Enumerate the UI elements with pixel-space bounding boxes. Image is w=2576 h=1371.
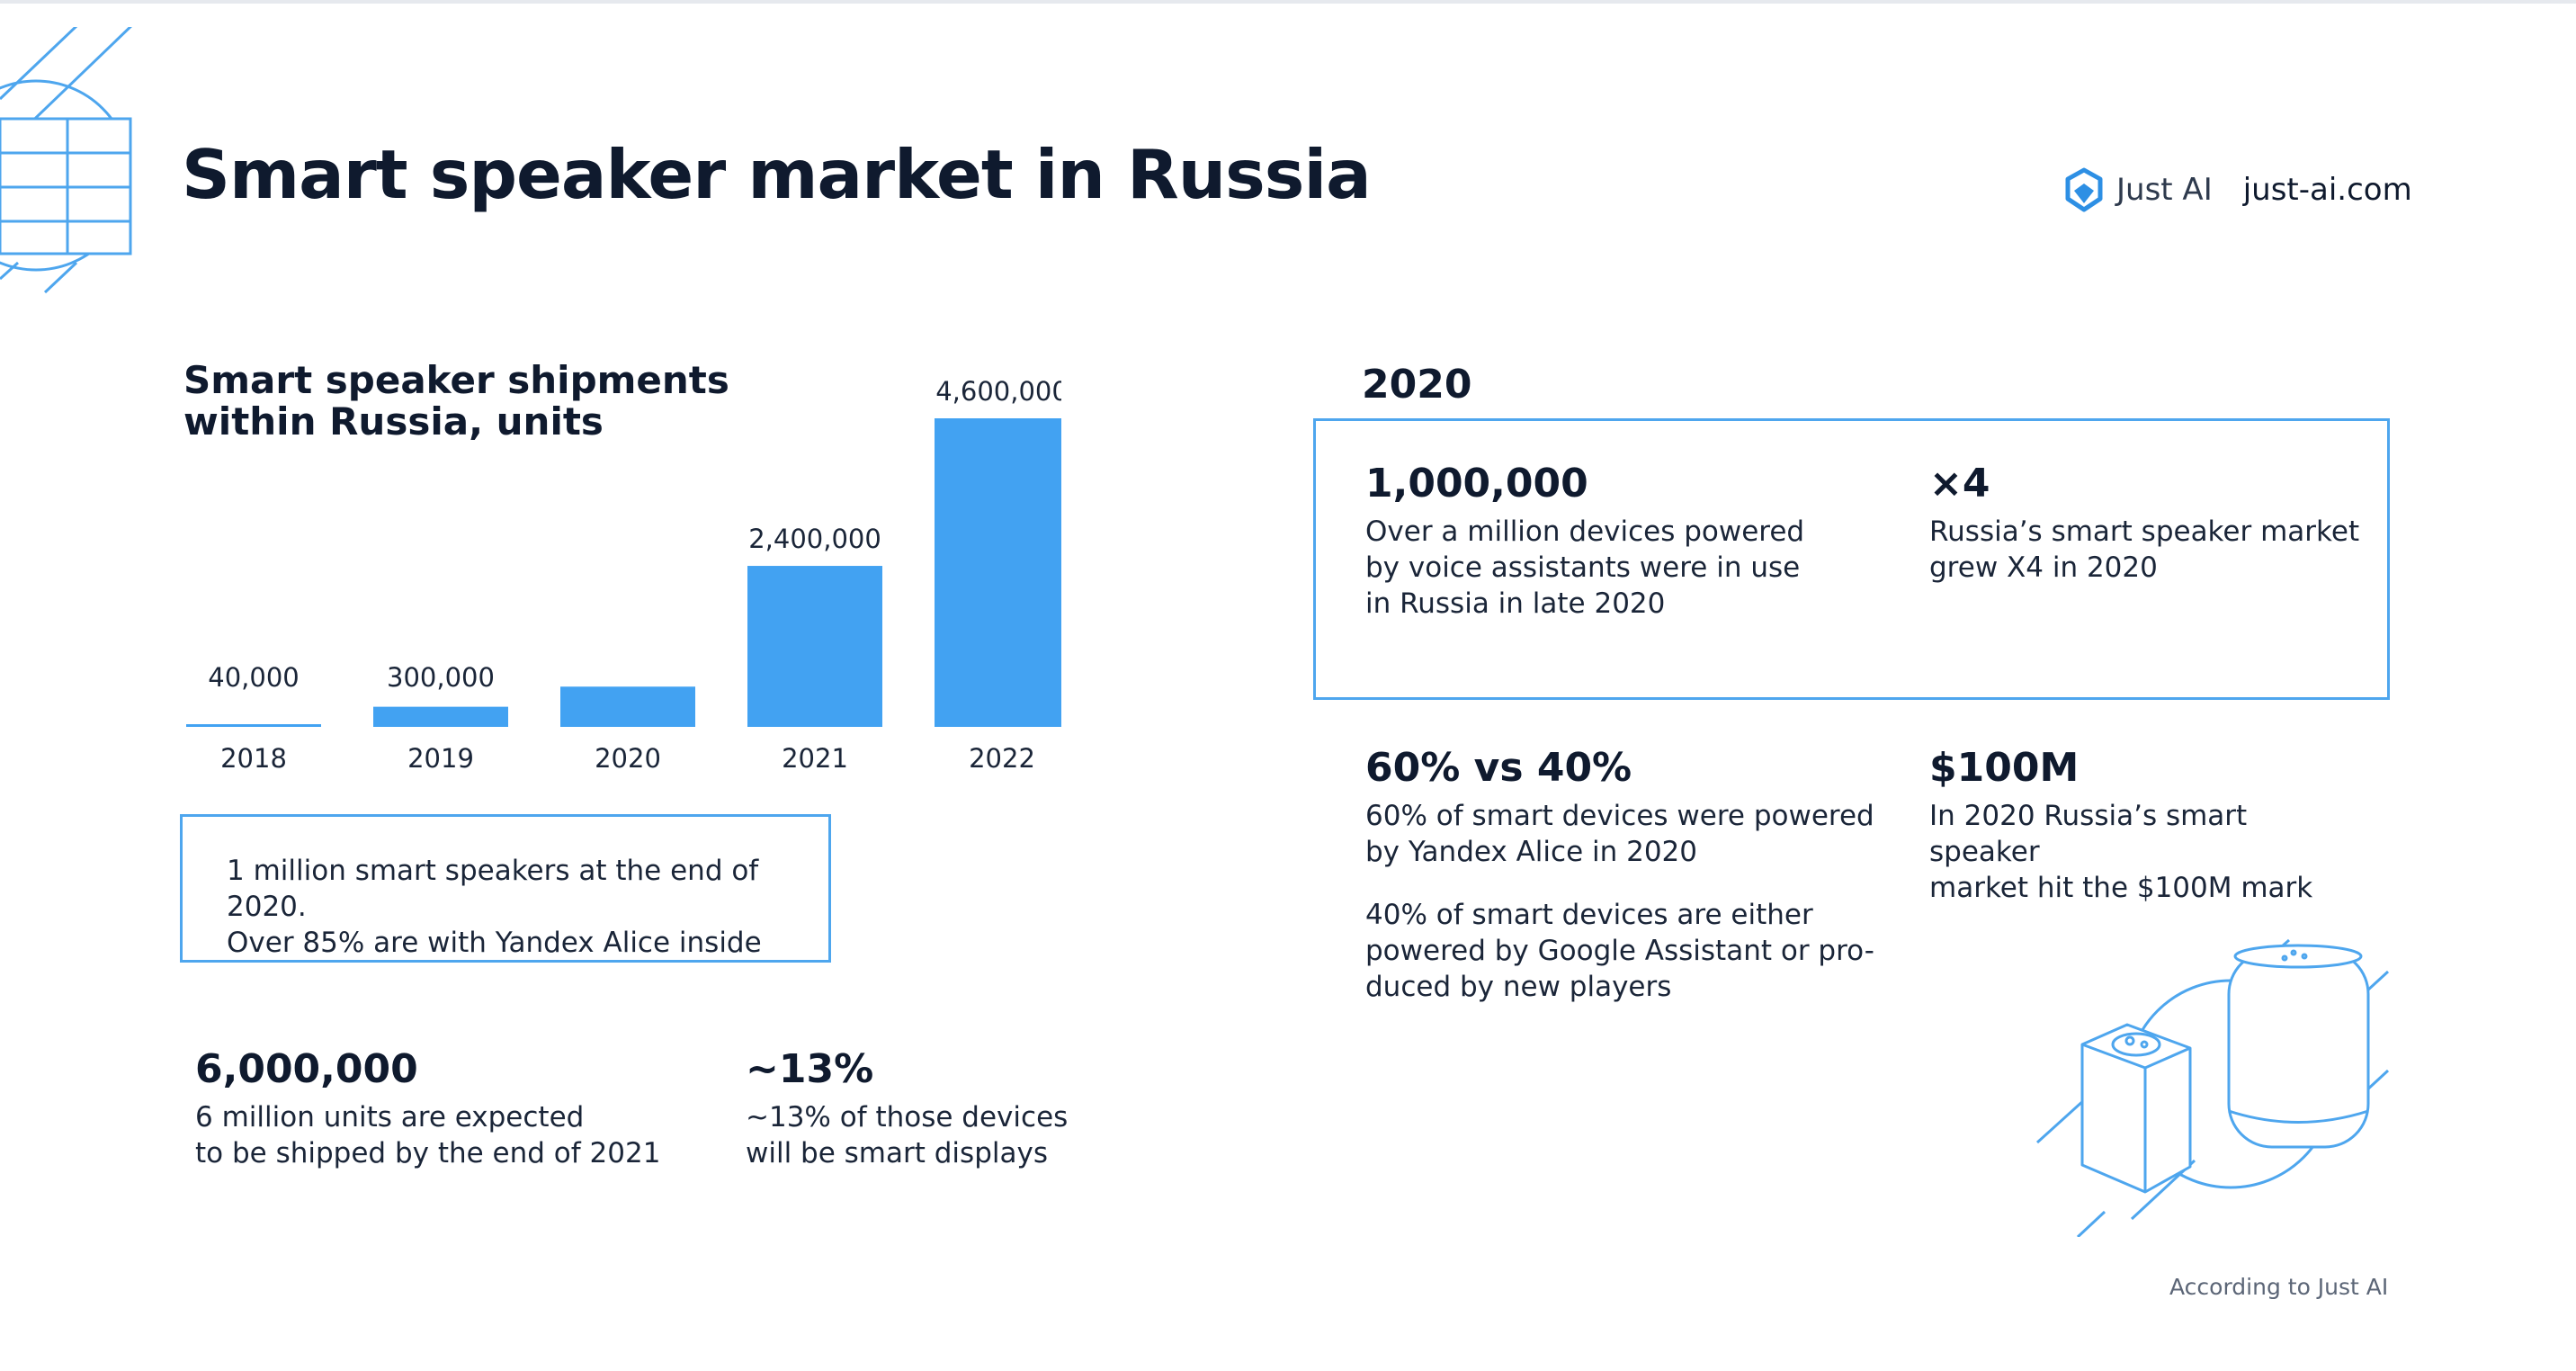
stat-line-3: in Russia in late 2020	[1365, 587, 1666, 620]
x-tick-label-2020: 2020	[595, 743, 661, 774]
note-text: 1 million smart speakers at the end of 2…	[227, 853, 802, 961]
bar-2020	[560, 686, 695, 727]
stat-line-4: powered by Google Assistant or pro-	[1365, 935, 1874, 967]
stat-value: $100M	[1929, 745, 2080, 791]
x-tick-label-2022: 2022	[969, 743, 1035, 774]
stat-line-2: market hit the $100M mark	[1929, 872, 2313, 904]
bar-value-label-2021: 2,400,000	[748, 524, 881, 554]
smart-speakers-illustration-icon	[2035, 938, 2390, 1237]
stat-line-2: to be shipped by the end of 2021	[195, 1137, 661, 1169]
stat-line-1: Over a million devices powered	[1365, 515, 1805, 548]
stat-line-3: 40% of smart devices are either	[1365, 899, 1813, 931]
shipments-bar-chart: 40,000 2018 300,000 2019 2020 2,400,000 2021 4,…	[186, 376, 1061, 774]
x-tick-label-2018: 2018	[220, 743, 287, 774]
brand[interactable]: Just AI just-ai.com	[2064, 166, 2412, 213]
stat-value: ×4	[1929, 461, 1990, 506]
stat-line-2: by voice assistants were in use	[1365, 551, 1801, 584]
page-title: Smart speaker market in Russia	[182, 135, 1372, 214]
decorative-lines-icon	[0, 27, 132, 294]
stat-assistant-share: 60% vs 40% 60% of smart devices were pow…	[1365, 745, 1905, 1005]
bar-2018	[186, 724, 321, 727]
chart-title: Smart speaker shipments within Russia, u…	[183, 358, 729, 444]
stat-line-1: 60% of smart devices were powered	[1365, 800, 1874, 832]
stat-value: 6,000,000	[195, 1046, 418, 1092]
stat-line-2: will be smart displays	[746, 1137, 1048, 1169]
note-line-1: 1 million smart speakers at the end of 2…	[227, 855, 759, 923]
stat-value: 60% vs 40%	[1365, 745, 1632, 791]
stat-value: ~13%	[746, 1046, 874, 1092]
bar-2022	[935, 418, 1061, 727]
source-footnote: According to Just AI	[2169, 1274, 2389, 1300]
x-tick-label-2021: 2021	[782, 743, 848, 774]
x-tick-label-2019: 2019	[407, 743, 474, 774]
stat-line-2: by Yandex Alice in 2020	[1365, 836, 1698, 868]
note-card	[180, 814, 831, 963]
just-ai-logo-icon	[2065, 167, 2103, 212]
bar-2019	[373, 706, 508, 727]
stat-line-5: duced by new players	[1365, 971, 1672, 1003]
stat-value: 1,000,000	[1365, 461, 1588, 506]
panel-year: 2020	[1362, 362, 1472, 408]
bar-2021	[747, 566, 882, 727]
bar-value-label-2019: 300,000	[387, 662, 495, 693]
stat-line-1: Russia’s smart speaker market	[1929, 515, 2360, 548]
stat-market-growth: ×4 Russia’s smart speaker market grew X4…	[1929, 461, 2361, 586]
bar-value-label-2018: 40,000	[208, 662, 299, 693]
stat-smart-displays: ~13% ~13% of those devices will be smart…	[746, 1046, 1177, 1171]
top-border	[0, 0, 2576, 4]
stat-line-1: In 2020 Russia’s smart speaker	[1929, 800, 2248, 868]
stat-devices-in-use: 1,000,000 Over a million devices powered…	[1365, 461, 1869, 622]
stat-line-2: grew X4 in 2020	[1929, 551, 2158, 584]
stat-line-1: ~13% of those devices	[746, 1101, 1069, 1134]
stat-market-value: $100M In 2020 Russia’s smart speaker mar…	[1929, 745, 2361, 906]
stat-line-1: 6 million units are expected	[195, 1101, 585, 1134]
bar-value-label-2022: 4,600,000	[935, 376, 1061, 407]
stat-shipments-2021: 6,000,000 6 million units are expected t…	[195, 1046, 699, 1171]
note-line-2: Over 85% are with Yandex Alice inside	[227, 927, 762, 959]
brand-url[interactable]: just-ai.com	[2242, 172, 2412, 208]
panel-2020-card	[1313, 418, 2390, 700]
brand-name: Just AI	[2116, 172, 2213, 208]
